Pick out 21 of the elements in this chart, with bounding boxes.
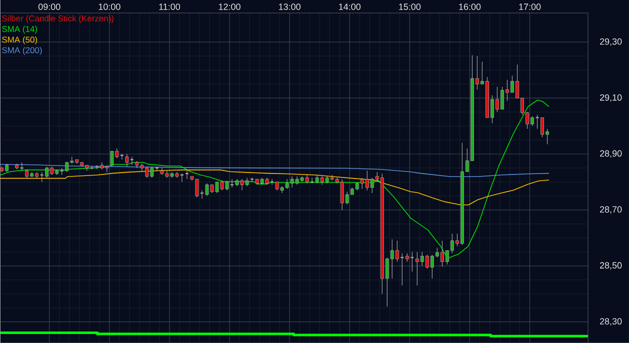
x-tick-label: 10:00 [98,4,120,10]
line-series [0,169,550,206]
text: SMA (200) [2,46,42,55]
line-series [0,164,550,177]
text: SMA (50) [2,36,38,44]
y-tick-label: 28,50 [600,262,622,270]
text: SMA (14) [2,26,38,34]
x-tick-label: 11:00 [159,4,180,10]
y-tick-label: 29,10 [600,94,622,102]
y-tick-label: 28,90 [600,150,622,158]
x-tick-label: 17:00 [519,4,541,10]
x-tick-label: 09:00 [38,4,60,10]
x-tick-label: 15:00 [399,4,421,10]
y-tick-label: 28,70 [600,206,622,214]
x-tick-label: 16:00 [459,4,481,10]
y-tick-label: 28,30 [600,318,622,326]
text: Silber (Candle Stick (Kerzen)) [2,15,114,24]
y-tick-label: 29,30 [600,38,622,46]
x-tick-label: 14:00 [339,4,361,10]
x-tick-label: 12:00 [218,4,240,10]
x-tick-label: 13:00 [279,4,300,10]
